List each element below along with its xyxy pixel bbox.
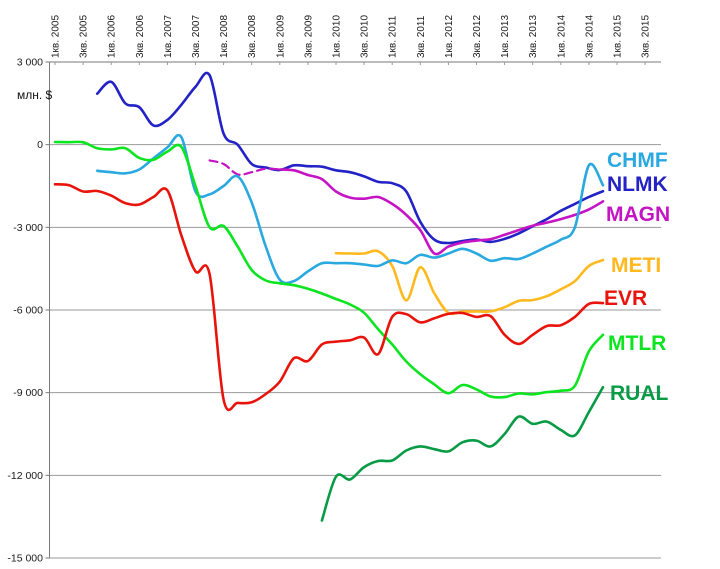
x-axis-label: 3кв. 2010 — [360, 15, 371, 58]
series-line-CHMF — [95, 133, 605, 285]
x-axis-label: 1кв. 2013 — [500, 15, 511, 58]
x-axis-label: 3кв. 2008 — [247, 15, 258, 58]
y-axis-label: -12 000 — [7, 470, 43, 482]
x-axis-label: 3кв. 2015 — [641, 15, 652, 58]
series-line-EVR — [53, 183, 605, 412]
y-axis-label: 0 — [37, 139, 43, 151]
y-axis-label: 3 000 — [17, 57, 43, 69]
series-line-MAGN-dashed — [208, 159, 281, 176]
y-axis-label: -3 000 — [13, 222, 43, 234]
x-axis-label: 3кв. 2011 — [416, 15, 427, 58]
x-axis-label: 3кв. 2014 — [584, 15, 595, 58]
x-axis-label: 1кв. 2011 — [388, 15, 399, 58]
legend-label-NLMK: NLMK — [607, 173, 668, 196]
series-line-MAGN — [278, 168, 605, 256]
x-axis-label: 3кв. 2006 — [135, 15, 146, 58]
legend-label-EVR: EVR — [604, 287, 647, 310]
x-axis-label: 1кв. 2015 — [613, 15, 624, 58]
series-line-NLMK — [95, 71, 605, 245]
series-line-MTLR — [53, 140, 605, 399]
x-axis-label: 1кв. 2009 — [275, 15, 286, 58]
y-axis-label: -9 000 — [13, 387, 43, 399]
x-axis-label: 3кв. 2013 — [528, 15, 539, 58]
legend-label-MTLR: MTLR — [608, 332, 666, 355]
x-axis-label: 3кв. 2005 — [79, 15, 90, 58]
x-axis-label: 1кв. 2006 — [107, 15, 118, 58]
legend-label-RUAL: RUAL — [610, 382, 668, 405]
legend-label-METI: METI — [611, 254, 661, 277]
series-line-RUAL — [320, 385, 605, 522]
x-axis-label: 3кв. 2007 — [191, 15, 202, 58]
x-axis-label: 3кв. 2009 — [303, 15, 314, 58]
x-axis-label: 1кв. 2005 — [51, 15, 62, 58]
x-axis-label: 3кв. 2012 — [472, 15, 483, 58]
x-axis-label: 1кв. 2007 — [163, 15, 174, 58]
legend-label-MAGN: MAGN — [606, 203, 670, 226]
legend-label-CHMF: CHMF — [607, 149, 668, 172]
x-axis-label: 1кв. 2012 — [444, 15, 455, 58]
y-axis-label: -15 000 — [7, 553, 43, 565]
x-axis-label: 1кв. 2008 — [219, 15, 230, 58]
x-axis-label: 1кв. 2014 — [556, 15, 567, 58]
y-axis-label: -6 000 — [13, 305, 43, 317]
series-line-METI — [334, 249, 605, 316]
x-axis-label: 1кв. 2010 — [332, 15, 343, 58]
y-axis-unit-label: млн. $ — [17, 88, 53, 102]
